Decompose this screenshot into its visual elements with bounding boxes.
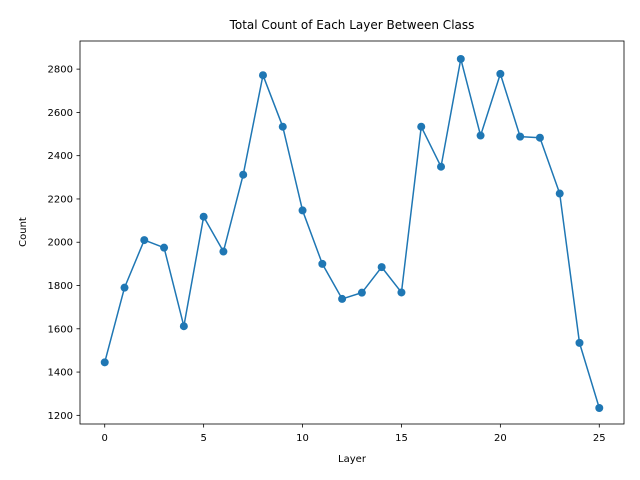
y-tick-label: 1600 [48, 324, 73, 335]
data-point [120, 283, 129, 292]
y-tick-label: 1800 [48, 281, 73, 292]
data-point [397, 288, 406, 297]
x-tick-label: 0 [102, 433, 108, 444]
data-point [298, 206, 307, 215]
data-point [357, 288, 366, 297]
y-tick-label: 2800 [48, 65, 73, 76]
y-tick-label: 2600 [48, 108, 73, 119]
plot-layer [100, 54, 604, 412]
x-tick-label: 5 [200, 433, 206, 444]
data-point [100, 358, 109, 367]
data-point [516, 132, 525, 141]
data-point [278, 122, 287, 131]
y-tick-label: 2200 [48, 194, 73, 205]
data-point [437, 162, 446, 171]
axes-frame [79, 40, 625, 425]
y-tick-label: 1400 [48, 368, 73, 379]
x-tick-label: 25 [593, 433, 606, 444]
data-point [239, 170, 248, 179]
x-tick-label: 20 [494, 433, 507, 444]
data-point [179, 322, 188, 331]
x-tick-label: 10 [296, 433, 309, 444]
data-point [318, 259, 327, 268]
chart-title: Total Count of Each Layer Between Class [229, 18, 475, 32]
x-axis-label: Layer [338, 454, 367, 465]
data-point [535, 133, 544, 142]
y-tick-label: 2400 [48, 151, 73, 162]
data-point [377, 263, 386, 272]
data-point [555, 189, 564, 198]
data-point [199, 212, 208, 221]
data-point [160, 243, 169, 252]
data-point [140, 236, 149, 245]
data-point [219, 247, 228, 256]
y-axis-label: Count [18, 217, 29, 247]
x-tick-label: 15 [395, 433, 408, 444]
data-point [417, 122, 426, 131]
data-point [595, 403, 604, 412]
y-tick-label: 2000 [48, 238, 73, 249]
data-point [575, 338, 584, 347]
data-point [456, 54, 465, 63]
data-point [258, 71, 267, 80]
data-point [476, 131, 485, 140]
y-tick-label: 1200 [48, 411, 73, 422]
series-line [104, 58, 600, 409]
data-point [338, 294, 347, 303]
data-point [496, 69, 505, 78]
axes-layer: 0 5 10 15 20 25 1200 1400 1600 1800 2000 2200 2400 26… [48, 40, 625, 444]
